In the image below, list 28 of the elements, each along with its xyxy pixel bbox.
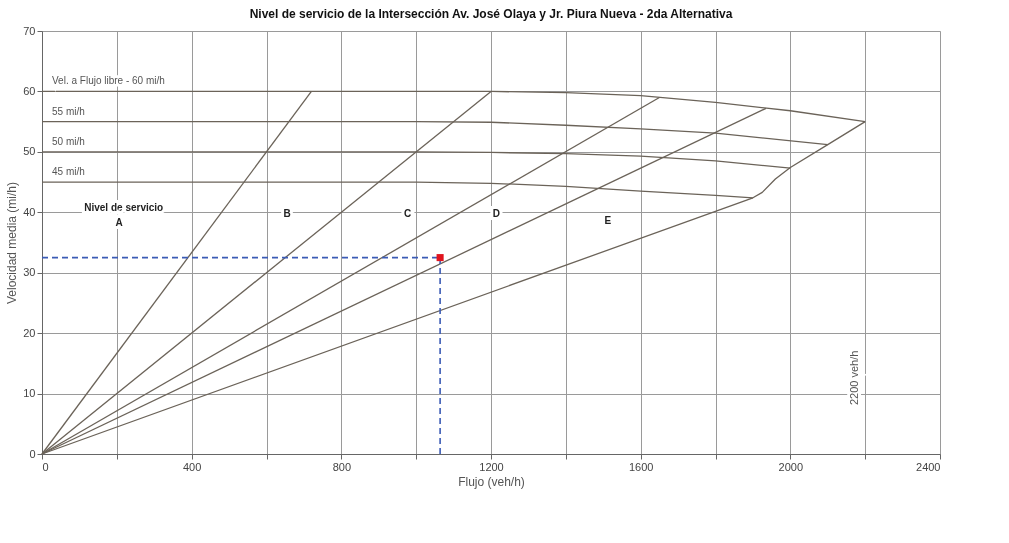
chart-title: Nivel de servicio de la Intersección Av. José Olaya y Jr. Piura Nueva - 2da Alternativa bbox=[249, 7, 733, 21]
annotation: B bbox=[283, 208, 291, 220]
y-tick-label: 70 bbox=[23, 24, 36, 37]
x-tick-label: 2400 bbox=[916, 460, 941, 473]
x-tick-label: 0 bbox=[42, 460, 49, 473]
x-axis-title: Flujo (veh/h) bbox=[458, 474, 525, 489]
y-tick-label: 40 bbox=[23, 205, 36, 218]
y-tick-label: 10 bbox=[23, 387, 36, 400]
series-label: 45 mi/h bbox=[52, 166, 85, 178]
y-tick-label: 60 bbox=[23, 84, 36, 97]
x-tick-label: 1600 bbox=[628, 460, 654, 473]
series-label: 50 mi/h bbox=[52, 135, 85, 147]
annotation: A bbox=[115, 217, 123, 229]
annotation: E bbox=[604, 215, 612, 227]
x-tick-label: 1200 bbox=[479, 460, 504, 473]
x-tick-label: 400 bbox=[182, 460, 202, 473]
y-tick-label: 50 bbox=[23, 145, 36, 158]
y-tick-label: 20 bbox=[23, 326, 36, 339]
annotation: Nivel de servicio bbox=[84, 201, 164, 213]
annotation: 2200 veh/h bbox=[847, 350, 860, 406]
series-label: 55 mi/h bbox=[52, 105, 85, 117]
y-axis-title: Velocidad media (mi/h) bbox=[5, 181, 20, 305]
y-tick-label: 30 bbox=[23, 266, 36, 279]
x-tick-label: 2000 bbox=[778, 460, 804, 473]
annotation: D bbox=[492, 208, 501, 220]
y-tick-label: 0 bbox=[29, 447, 36, 460]
annotation: C bbox=[403, 208, 412, 220]
x-tick-label: 800 bbox=[332, 460, 352, 473]
